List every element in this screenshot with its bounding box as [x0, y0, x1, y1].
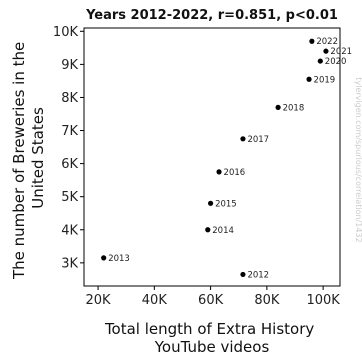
point-label: 2018 [283, 103, 305, 113]
data-point [240, 271, 246, 278]
x-axis: 20K 40K 60K 80K 100K [86, 286, 340, 308]
data-points: 2012 2013 2014 2015 2016 2017 2018 2019 20202021… [101, 37, 352, 280]
y-tick-label: 8K [61, 91, 78, 106]
x-tick-label: 20K [86, 293, 112, 308]
chart-title: Years 2012-2022, r=0.851, p<0.01 [85, 8, 338, 23]
y-axis-title: The number of Breweries in the United St… [10, 37, 47, 280]
point-label: 2013 [108, 254, 130, 264]
x-tick-label: 80K [254, 293, 280, 308]
point-label: 2021 [330, 47, 352, 57]
x-axis-title-line-1: Total length of Extra History [104, 320, 314, 338]
point-label: 2020 [325, 57, 347, 67]
point-label: 2014 [212, 226, 234, 236]
x-tick-label: 100K [306, 293, 340, 308]
y-tick-label: 9K [61, 58, 78, 73]
data-point [216, 169, 222, 175]
x-tick-label: 40K [142, 293, 168, 308]
plot-frame [83, 27, 341, 287]
data-point [101, 255, 107, 261]
y-tick-label: 4K [61, 223, 78, 238]
watermark-text: tylervigen.com/spurious/correlation/1432 [354, 77, 362, 242]
data-point [317, 58, 323, 64]
data-point [240, 136, 246, 142]
y-tick-label: 5K [61, 190, 78, 205]
y-axis: 3K 4K 5K 6K 7K 8K 9K 10K [53, 25, 84, 271]
point-label: 2022 [316, 37, 338, 47]
point-label: 2019 [314, 75, 336, 85]
point-label: 2012 [247, 270, 269, 280]
y-tick-label: 3K [61, 256, 78, 271]
point-label: 2016 [224, 168, 246, 178]
y-axis-title-line-1: The number of Breweries in the [10, 42, 28, 280]
data-point [309, 38, 315, 44]
point-label: 2017 [247, 135, 269, 145]
data-point [275, 104, 281, 110]
y-axis-title-line-2: United States [29, 107, 47, 209]
data-point [207, 200, 214, 206]
x-axis-title-line-2: YouTube videos [154, 338, 270, 356]
y-tick-label: 6K [61, 157, 78, 172]
y-tick-label: 7K [61, 124, 78, 139]
data-point [205, 227, 211, 233]
data-point [323, 48, 329, 54]
x-axis-title: Total length of Extra History YouTube vi… [104, 320, 319, 356]
x-tick-label: 60K [198, 293, 224, 308]
point-label: 2015 [215, 199, 237, 209]
y-tick-label: 10K [53, 25, 79, 40]
data-point [306, 76, 312, 82]
